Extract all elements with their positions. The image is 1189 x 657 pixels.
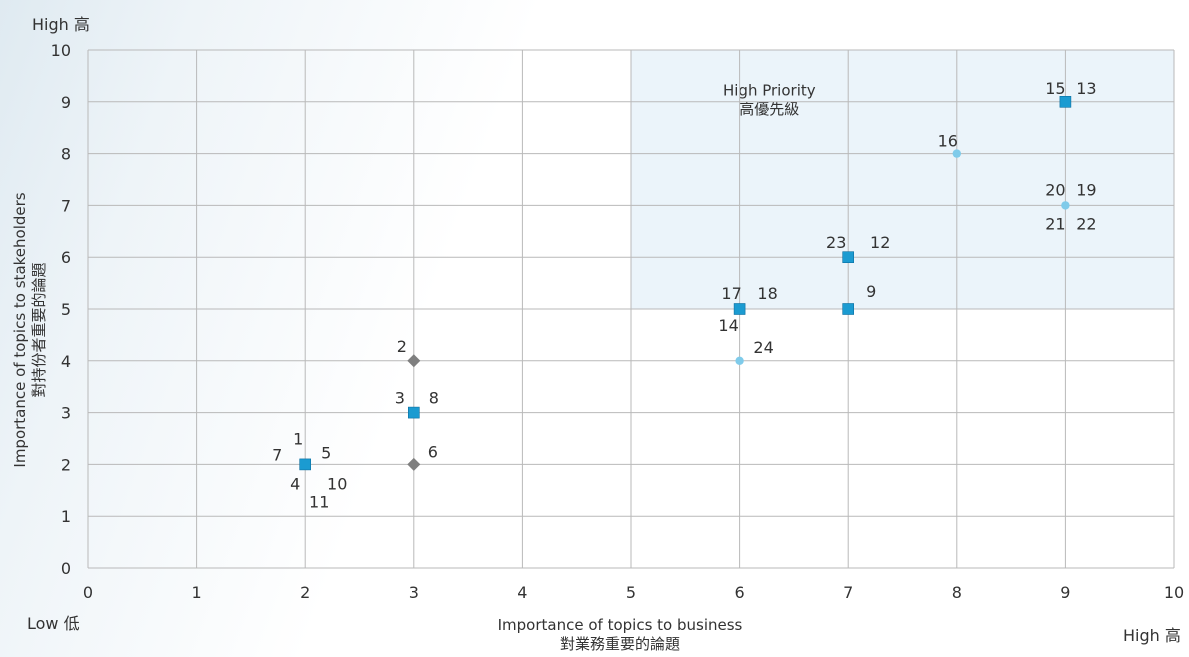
- x-tick-label: 1: [192, 583, 202, 602]
- x-tick-label: 6: [735, 583, 745, 602]
- point-label: 4: [290, 474, 300, 493]
- point-label: 17: [721, 284, 741, 303]
- y-tick-label: 4: [61, 352, 71, 371]
- data-point-square: [407, 406, 420, 419]
- point-label: 6: [428, 442, 438, 461]
- high-priority-label: High Priority: [723, 82, 816, 100]
- point-label: 3: [395, 389, 405, 408]
- point-label: 13: [1076, 79, 1096, 98]
- y-axis-title-zh: 對持份者重要的論題: [30, 262, 48, 398]
- data-point-diamond: [407, 457, 421, 471]
- y-tick-label: 5: [61, 300, 71, 319]
- point-label: 15: [1045, 79, 1065, 98]
- point-label: 10: [327, 474, 347, 493]
- point-label: 24: [753, 338, 773, 357]
- data-point-diamond: [407, 354, 421, 368]
- data-point-square: [842, 251, 855, 263]
- x-tick-label: 9: [1060, 583, 1070, 602]
- point-layer: [299, 96, 1072, 471]
- x-tick-label: 8: [952, 583, 962, 602]
- y-tick-label: 6: [61, 248, 71, 267]
- point-label: 2: [397, 337, 407, 356]
- x-axis-title-zh: 對業務重要的論題: [559, 635, 680, 653]
- y-tick-label: 2: [61, 455, 71, 474]
- point-label: 20: [1045, 180, 1065, 199]
- y-tick-label: 3: [61, 404, 71, 423]
- x-tick-label: 4: [517, 583, 527, 602]
- point-label: 16: [938, 132, 958, 151]
- x-tick-label: 2: [300, 583, 310, 602]
- x-axis-high-label: High 高: [1123, 626, 1181, 645]
- data-point-square: [1059, 96, 1072, 108]
- point-label: 7: [272, 445, 282, 464]
- point-label: 9: [866, 282, 876, 301]
- y-tick-label: 1: [61, 507, 71, 526]
- y-tick-label: 10: [51, 41, 71, 60]
- y-tick-label: 9: [61, 93, 71, 112]
- x-tick-label: 0: [83, 583, 93, 602]
- point-label: 22: [1076, 214, 1096, 233]
- x-tick-label: 10: [1164, 583, 1184, 602]
- point-label: 5: [321, 443, 331, 462]
- point-label: 23: [826, 233, 846, 252]
- point-label: 14: [718, 316, 738, 335]
- y-tick-label: 7: [61, 196, 71, 215]
- x-tick-label: 3: [409, 583, 419, 602]
- grid-layer: [87, 49, 1175, 569]
- data-point-circle: [1061, 201, 1070, 210]
- data-point-square: [842, 303, 855, 315]
- x-tick-label: 5: [626, 583, 636, 602]
- point-label: 19: [1076, 180, 1096, 199]
- x-axis-low-label: Low 低: [27, 614, 80, 633]
- data-point-square: [733, 303, 746, 315]
- y-axis-high-label: High 高: [32, 15, 90, 34]
- data-point-square: [299, 458, 312, 471]
- high-priority-label-zh: 高優先級: [739, 100, 799, 118]
- y-axis-title: Importance of topics to stakeholders 對持份…: [11, 160, 49, 500]
- data-point-circle: [735, 356, 744, 365]
- point-label: 8: [429, 389, 439, 408]
- y-tick-label: 0: [61, 559, 71, 578]
- point-label: 21: [1045, 214, 1065, 233]
- point-label: 11: [309, 492, 329, 511]
- y-axis-title-en: Importance of topics to stakeholders: [11, 192, 29, 468]
- point-label: 12: [870, 233, 890, 252]
- point-label: 18: [757, 284, 777, 303]
- x-axis-title: Importance of topics to business 對業務重要的論…: [480, 616, 760, 654]
- x-tick-label: 7: [843, 583, 853, 602]
- data-point-circle: [952, 149, 961, 158]
- point-label: 1: [293, 429, 303, 448]
- y-tick-label: 8: [61, 145, 71, 164]
- x-axis-title-en: Importance of topics to business: [497, 616, 743, 634]
